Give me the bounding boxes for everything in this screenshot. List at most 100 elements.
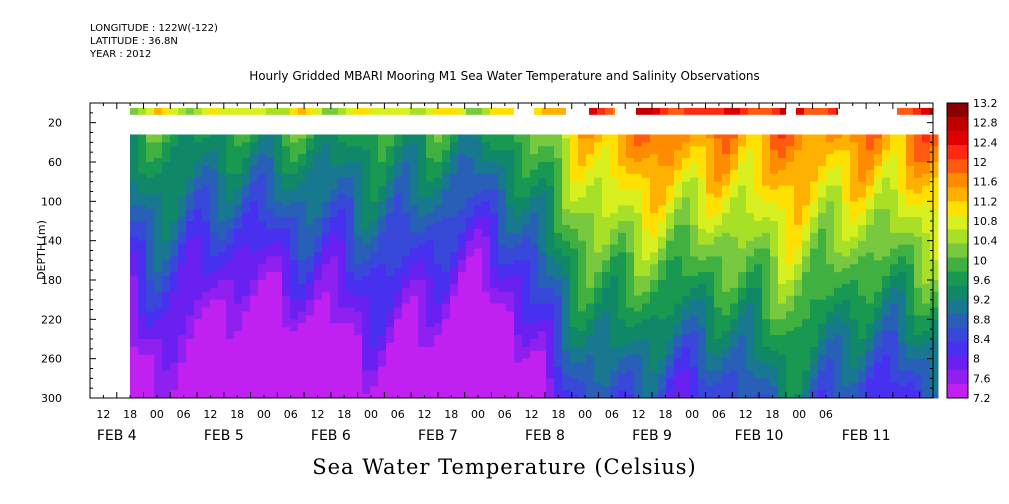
heatmap-cell [426,224,435,230]
heatmap-cell [690,319,699,324]
latitude-label: LATITUDE : 36.8N [90,36,178,47]
heatmap-cell [594,244,603,250]
heatmap-cell [266,283,275,289]
heatmap-cell [466,260,475,265]
heatmap-cell [418,264,427,269]
heatmap-cell [218,205,227,210]
heatmap-cell [394,390,403,395]
heatmap-cell [658,146,667,151]
heatmap-cell [578,390,587,395]
heatmap-cell [490,138,499,143]
heatmap-cell [386,378,395,383]
heatmap-cell [554,358,563,364]
heatmap-cell [138,319,147,324]
heatmap-cell [226,283,235,289]
heatmap-cell [234,358,243,364]
heatmap-cell [202,244,211,250]
heatmap-cell [578,346,587,352]
heatmap-cell [530,378,539,383]
heatmap-cell [530,350,539,356]
heatmap-cell [562,221,571,226]
heatmap-cell [442,327,451,332]
heatmap-cell [498,154,507,159]
heatmap-cell [602,169,611,175]
heatmap-cell [586,374,595,379]
heatmap-cell [218,323,227,328]
heatmap-cell [410,232,419,238]
heatmap-cell [546,177,555,183]
heatmap-cell [234,162,243,167]
heatmap-cell [186,181,195,187]
heatmap-cell [586,311,595,316]
heatmap-cell [266,272,275,277]
heatmap-cell [706,185,715,191]
heatmap-cell [242,311,251,316]
heatmap-cell [378,354,387,360]
heatmap-cell [354,181,363,187]
heatmap-cell [674,386,683,391]
heatmap-cell [530,370,539,375]
heatmap-cell [130,339,139,344]
heatmap-cell [602,158,611,163]
heatmap-cell [338,299,347,305]
heatmap-cell [658,382,667,387]
heatmap-cell [186,264,195,269]
heatmap-cell [650,138,659,143]
heatmap-cell [210,362,219,368]
heatmap-cell [202,370,211,375]
heatmap-cell [202,378,211,383]
heatmap-cell [298,177,307,183]
heatmap-cell [370,283,379,289]
heatmap-cell [146,291,155,297]
heatmap-cell [410,295,419,301]
heatmap-cell [258,311,267,316]
heatmap-cell [706,146,715,151]
heatmap-cell [410,350,419,356]
heatmap-cell [522,358,531,364]
heatmap-cell [554,272,563,277]
heatmap-cell [178,307,187,312]
heatmap-cell [178,276,187,281]
heatmap-cell [482,173,491,179]
heatmap-cell [130,394,139,399]
heatmap-cell [274,165,283,171]
heatmap-cell [474,217,483,222]
heatmap-cell [386,173,395,179]
heatmap-cell [722,268,731,273]
heatmap-cell [282,339,291,344]
heatmap-cell [210,287,219,293]
heatmap-cell [418,150,427,155]
heatmap-cell [602,315,611,320]
heatmap-cell [314,319,323,324]
heatmap-cell [418,350,427,356]
heatmap-cell [482,323,491,328]
heatmap-cell [170,209,179,214]
heatmap-cell [306,177,315,183]
heatmap-cell [466,142,475,147]
heatmap-cell [330,244,339,250]
heatmap-cell [306,350,315,356]
heatmap-cell [554,342,563,348]
heatmap-cell [610,280,619,285]
heatmap-cell [498,390,507,395]
heatmap-cell [458,299,467,305]
heatmap-cell [218,339,227,344]
heatmap-cell [274,146,283,151]
heatmap-cell [562,217,571,222]
heatmap-cell [170,342,179,348]
heatmap-cell [602,217,611,222]
heatmap-cell [482,303,491,309]
heatmap-cell [178,169,187,175]
heatmap-cell [338,272,347,277]
heatmap-cell [250,272,259,277]
heatmap-cell [130,209,139,214]
heatmap-cell [602,197,611,202]
heatmap-cell [202,323,211,328]
heatmap-cell [138,299,147,305]
heatmap-cell [274,260,283,265]
heatmap-cell [578,248,587,253]
heatmap-cell [546,256,555,261]
heatmap-cell [530,295,539,301]
heatmap-cell [674,213,683,218]
heatmap-cell [274,217,283,222]
